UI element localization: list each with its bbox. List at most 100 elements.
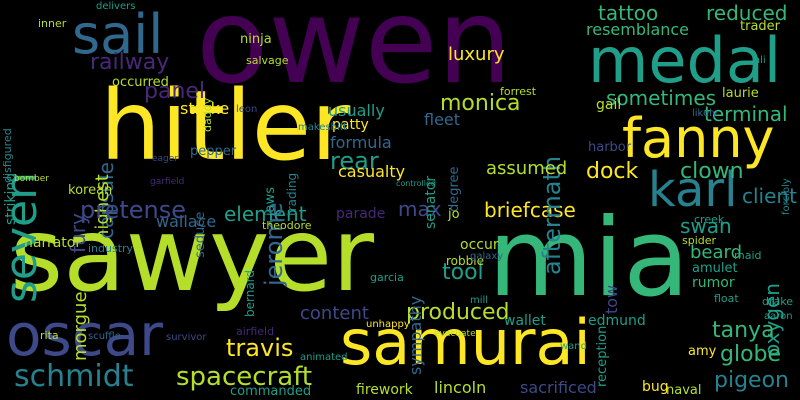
word-pepper: pepper (190, 144, 237, 159)
word-resemblance: resemblance (586, 20, 690, 39)
word-client: client (742, 184, 797, 208)
word-harbor: harbor (588, 140, 632, 155)
word-morgue: morgue (70, 291, 91, 361)
word-tool: tool (442, 260, 484, 285)
word-reduced: reduced (706, 1, 788, 25)
word-swan: swan (680, 214, 732, 238)
word-animated: animated (300, 352, 348, 363)
word-salvage: salvage (246, 54, 289, 67)
word-airfield: airfield (236, 325, 275, 338)
word-medal: medal (588, 24, 782, 97)
word-sawyer: sawyer (10, 196, 375, 315)
word-laurie: laurie (722, 86, 759, 101)
word-sometimes: sometimes (606, 86, 717, 110)
word-patty: patty (332, 117, 369, 133)
word-float: float (714, 292, 739, 305)
word-sacrificed: sacrificed (520, 378, 597, 397)
word-creek: creek (694, 213, 725, 226)
word-casualty: casualty (338, 162, 406, 181)
word-produced: produced (406, 300, 510, 325)
word-clown: clown (680, 159, 744, 184)
word-gail: gail (596, 97, 622, 113)
word-spider: spider (682, 234, 717, 247)
word-likely: likely (692, 108, 718, 119)
word-rear: rear (330, 147, 379, 175)
word-tanya: tanya (712, 318, 775, 343)
word-owen: owen (196, 0, 513, 110)
word-leon: leon (236, 104, 258, 115)
word-inner: inner (38, 17, 67, 30)
word-edmund: edmund (588, 313, 646, 329)
word-jaws: jaws (263, 187, 278, 216)
word-tattoo: tattoo (598, 1, 659, 25)
word-evacuate: evacuate (434, 329, 476, 339)
word-forrest: forrest (500, 85, 537, 98)
word-travis: travis (226, 334, 294, 362)
word-mill: mill (470, 295, 489, 306)
word-lincoln: lincoln (434, 378, 487, 397)
word-railway: railway (90, 50, 170, 75)
word-wand: wand (560, 341, 587, 352)
word-stroke: stroke (180, 99, 230, 118)
word-garfield: garfield (150, 177, 185, 187)
word-sail: sail (72, 3, 164, 66)
word-luxury: luxury (448, 44, 505, 65)
word-pigeon: pigeon (714, 368, 789, 393)
word-beard: beard (690, 242, 743, 263)
word-content: content (300, 303, 369, 324)
word-rumor: rumor (692, 275, 735, 291)
word-makeshift: makeshift (298, 122, 348, 133)
word-wallace: wallace (156, 212, 217, 231)
word-naval: naval (666, 383, 702, 398)
word-robbie: robbie (446, 254, 484, 268)
word-pretense: pretense (80, 196, 186, 224)
word-formula: formula (330, 133, 392, 152)
word-degree: degree (447, 166, 462, 212)
word-max: max (398, 197, 442, 221)
word-terminal: terminal (704, 102, 788, 126)
word-eager: eager (152, 154, 179, 164)
word-tow: tow (602, 284, 621, 314)
word-oscar: oscar (6, 301, 163, 369)
word-occurred: occurred (112, 75, 169, 90)
word-briefcase: briefcase (484, 198, 576, 222)
word-hitler: hitler (100, 70, 351, 182)
word-spacecraft: spacecraft (176, 362, 313, 392)
word-bomber: bomber (14, 174, 49, 184)
word-ninja: ninja (240, 32, 272, 47)
word-karl: karl (648, 162, 738, 218)
word-occur: occur (460, 237, 499, 253)
word-assumed: assumed (486, 158, 568, 179)
word-survivor: survivor (166, 332, 207, 343)
word-disfigured: disfigured (1, 128, 14, 183)
word-dock: dock (586, 159, 639, 184)
word-seduce: seduce (193, 211, 208, 258)
word-samurai: samurai (340, 306, 591, 379)
word-aaron: aaron (764, 311, 793, 322)
word-sympathy: sympathy (406, 295, 425, 375)
word-garcia: garcia (370, 271, 404, 284)
word-schmidt: schmidt (14, 359, 134, 394)
word-controlled: controlled (396, 179, 436, 188)
word-usually: usually (328, 101, 385, 120)
word-jo: jo (448, 207, 460, 222)
word-maid: maid (734, 249, 762, 262)
word-commanded: commanded (230, 384, 312, 399)
word-amy: amy (688, 344, 717, 359)
word-scuffle: scuffle (88, 331, 121, 342)
word-wallet: wallet (504, 313, 546, 329)
word-delivers: delivers (96, 1, 136, 12)
word-trader: trader (740, 19, 781, 34)
word-element: element (224, 202, 307, 226)
word-galaxy: galaxy (470, 251, 504, 262)
word-unhappy: unhappy (366, 319, 410, 330)
word-ali: ali (754, 55, 766, 66)
word-daddy: daddy (201, 97, 214, 132)
word-industry: industry (88, 242, 134, 255)
word-mia: mia (488, 196, 690, 321)
word-fanny: fanny (622, 107, 775, 170)
word-theodore: theodore (262, 219, 312, 232)
word-reception: reception (595, 325, 610, 387)
word-narrator: narrator (24, 235, 82, 251)
